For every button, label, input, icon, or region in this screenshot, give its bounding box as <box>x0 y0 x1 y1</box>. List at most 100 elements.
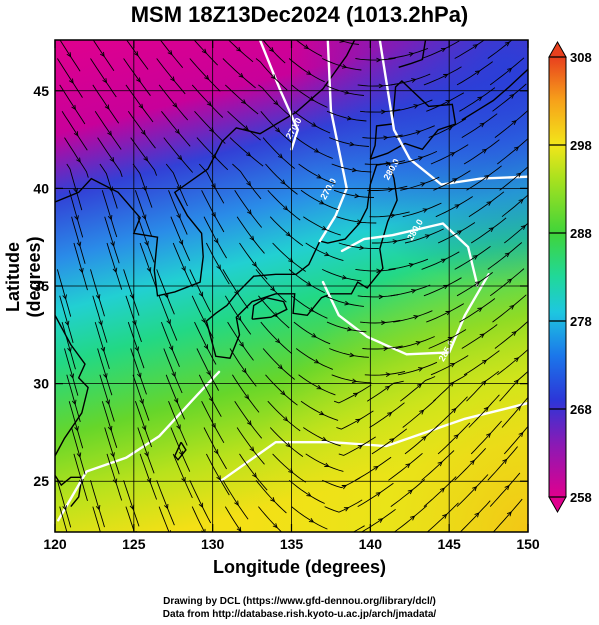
streamline-48 <box>260 111 293 144</box>
streamline-105 <box>303 216 341 236</box>
streamline-arrow-17 <box>170 76 175 82</box>
streamline-236 <box>470 420 502 455</box>
streamline-arrow-86 <box>141 214 147 220</box>
streamline-121 <box>371 237 413 244</box>
streamline-arrow-98 <box>76 241 82 248</box>
streamline-110 <box>468 191 505 218</box>
colorbar-max-arrow <box>548 40 567 58</box>
streamline-arrow-44 <box>140 130 146 136</box>
streamline-51 <box>360 108 401 113</box>
streamline-arrow-9 <box>374 32 378 36</box>
streamline-171 <box>163 348 183 394</box>
streamline-26 <box>454 40 485 59</box>
streamline-225 <box>106 453 123 501</box>
streamline-arrow-156 <box>134 346 140 352</box>
streamline-arrow-148 <box>344 300 350 306</box>
streamline-264 <box>456 474 489 507</box>
y-tick-label-35: 35 <box>33 278 49 294</box>
streamline-arrow-28 <box>71 104 76 111</box>
streamline-arrow-117 <box>252 261 257 268</box>
streamline-arrow-257 <box>236 526 242 532</box>
streamline-arrow-249 <box>437 461 443 467</box>
streamline-231 <box>305 453 344 472</box>
streamline-arrow-51 <box>380 109 387 115</box>
streamline-arrow-226 <box>146 477 152 484</box>
coast-kyushu-honshu <box>205 162 398 359</box>
streamline-226 <box>139 453 158 500</box>
streamline-3 <box>159 40 184 68</box>
streamline-255 <box>158 506 170 532</box>
isotherm-e <box>321 273 490 356</box>
streamline-arrow-157 <box>168 345 174 352</box>
streamline-107 <box>369 211 410 218</box>
streamline-193 <box>430 355 469 376</box>
streamline-arrow-218 <box>355 418 361 424</box>
streamline-arrow-219 <box>387 411 393 417</box>
colorbar-min-arrow <box>548 496 567 514</box>
streamline-30 <box>125 84 154 123</box>
streamline-24 <box>388 47 429 59</box>
streamline-256 <box>191 506 205 532</box>
streamline-64 <box>329 137 369 147</box>
streamline-98 <box>71 216 86 264</box>
streamline-61 <box>229 137 264 167</box>
streamline-36 <box>324 84 364 96</box>
streamline-arrow-23 <box>376 57 382 63</box>
streamline-50 <box>326 110 367 122</box>
streamline-arrow-171 <box>171 371 176 378</box>
streamline-arrow-68 <box>479 122 485 128</box>
streamline-arrow-4 <box>201 48 207 54</box>
streamline-arrow-24 <box>408 52 415 57</box>
streamline-9 <box>353 32 393 34</box>
streamline-152 <box>456 272 493 297</box>
streamline-87 <box>168 190 188 235</box>
streamline-arrow-121 <box>392 239 399 244</box>
streamline-95 <box>433 170 471 191</box>
streamline-65 <box>362 134 403 139</box>
streamline-210 <box>71 427 86 475</box>
coastlines <box>55 40 528 508</box>
streamline-arrow-3 <box>167 50 173 56</box>
streamline-12 <box>452 10 488 33</box>
streamline-arrow-170 <box>136 372 142 379</box>
streamline-82 <box>463 139 500 165</box>
streamline-176 <box>329 348 369 358</box>
streamline-arrow-32 <box>206 101 212 107</box>
colorbar-tick-label-268: 268 <box>570 402 592 417</box>
streamline-arrow-56 <box>76 157 81 163</box>
streamline-arrow-263 <box>439 487 446 493</box>
streamline-56 <box>64 137 89 178</box>
streamline-241 <box>156 480 175 526</box>
streamline-52 <box>393 99 433 112</box>
streamline-70 <box>66 163 83 211</box>
streamline-arrow-31 <box>172 102 178 108</box>
isotherm-f <box>219 401 528 483</box>
streamline-165 <box>426 303 465 323</box>
streamline-arrow-89 <box>246 209 252 215</box>
streamline-184 <box>132 374 150 421</box>
streamline-arrow-143 <box>166 319 171 325</box>
streamline-260 <box>324 499 363 513</box>
streamline-arrow-140 <box>64 320 70 327</box>
streamline-arrow-174 <box>277 364 284 370</box>
streamline-arrow-94 <box>420 182 426 187</box>
x-tick-label-135: 135 <box>280 536 304 552</box>
streamline-arrow-242 <box>198 502 204 509</box>
streamline-arrow-131 <box>234 289 239 296</box>
streamline-215 <box>236 427 265 465</box>
streamline-arrow-261 <box>375 492 382 497</box>
coast-kurils <box>461 68 528 121</box>
streamline-arrow-64 <box>349 141 355 147</box>
streamline-arrow-50 <box>346 115 353 121</box>
streamline-arrow-116 <box>216 264 221 270</box>
streamline-arrow-107 <box>390 213 396 218</box>
streamline-arrow-123 <box>456 230 463 235</box>
streamline-arrow-202 <box>283 416 289 422</box>
streamline-85 <box>101 190 118 238</box>
coast-china-korea <box>55 40 356 297</box>
streamline-arrow-38 <box>411 78 417 83</box>
streamline-arrow-190 <box>351 378 358 384</box>
streamline-arrow-92 <box>354 193 360 199</box>
streamline-arrow-5 <box>236 46 242 52</box>
streamline-240 <box>123 480 140 527</box>
